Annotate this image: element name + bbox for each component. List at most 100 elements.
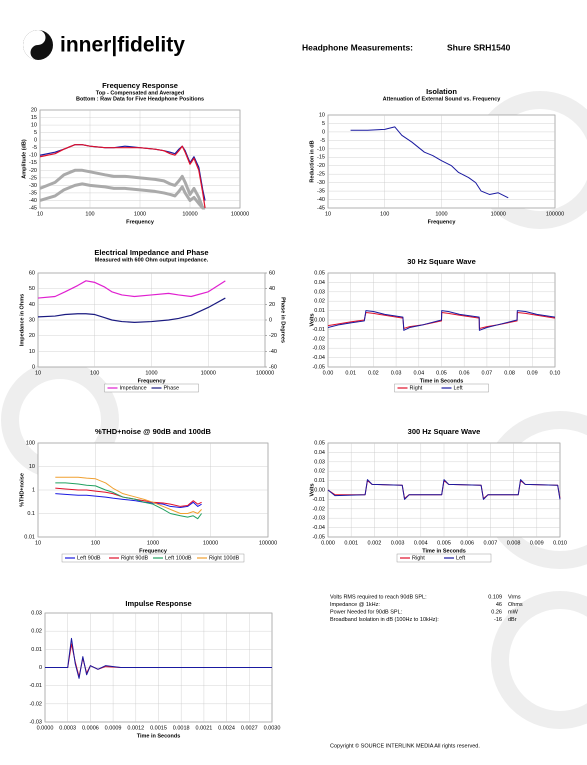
series-line [55, 476, 202, 514]
legend-label: Left 100dB [165, 555, 192, 561]
x-tick-label: 0.0018 [173, 725, 190, 731]
y-tick-label: -0.04 [312, 355, 325, 361]
x-tick-label: 0.07 [482, 370, 493, 376]
y-tick-label: -15 [317, 155, 325, 161]
model: Shure SRH1540 [447, 42, 511, 52]
legend-label: Impedance [120, 385, 147, 391]
logo-icon [23, 30, 53, 60]
x-tick-label: 0.005 [437, 540, 451, 546]
x-tick-label: 0.0003 [59, 725, 76, 731]
x-tick-label: 0.006 [460, 540, 474, 546]
x-axis-label: Frequency [428, 219, 457, 225]
x-tick-label: 0.0030 [264, 725, 281, 731]
chart-title: 30 Hz Square Wave [407, 257, 476, 266]
x-axis-label: Time in Seconds [420, 378, 464, 384]
chart-title: Electrical Impedance and Phase [94, 248, 208, 257]
series-line [39, 182, 206, 210]
spec-value: 46 [496, 602, 502, 608]
x-tick-label: 100 [90, 370, 99, 376]
x-tick-label: 1000 [435, 211, 447, 217]
chart-title: %THD+noise @ 90dB and 100dB [95, 427, 211, 436]
logo: inner|fidelity [60, 34, 185, 57]
chart-title: 300 Hz Square Wave [408, 427, 481, 436]
x-tick-label: 1000 [147, 540, 159, 546]
x-tick-label: 100 [85, 211, 94, 217]
x-tick-label: 100000 [259, 540, 277, 546]
spec-value: 0.26 [491, 609, 502, 615]
x-tick-label: 0.09 [527, 370, 538, 376]
y-tick-label: 0 [32, 364, 35, 370]
y-tick-label: 0.04 [314, 280, 325, 286]
x-tick-label: 0.01 [345, 370, 356, 376]
x-tick-label: 0.001 [344, 540, 358, 546]
y-tick-label: 60 [29, 270, 35, 276]
y-tick-label: 0 [34, 138, 37, 144]
y-tick-label: -0.01 [29, 683, 42, 689]
x-tick-label: 0.06 [459, 370, 470, 376]
y-tick-label: 1 [32, 487, 35, 493]
y2-tick-label: 40 [269, 286, 275, 292]
spec-label: Power Needed for 90dB SPL: [330, 609, 403, 615]
chart-title: Impulse Response [125, 599, 191, 608]
y-tick-label: 0.00 [314, 487, 325, 493]
y-tick-label: 0 [39, 665, 42, 671]
y-tick-label: -0.03 [312, 346, 325, 352]
x-tick-label: 100000 [546, 211, 564, 217]
y2-axis-label: Phase in Degrees [280, 297, 286, 343]
y-tick-label: 10 [29, 349, 35, 355]
y-tick-label: -40 [317, 197, 325, 203]
x-tick-label: 0.05 [436, 370, 447, 376]
y-axis-label: %THD+noise [19, 473, 25, 507]
y-tick-label: -45 [317, 205, 325, 211]
series-line [45, 637, 272, 679]
legend-label: Right [410, 385, 423, 391]
y-tick-label: 0.02 [31, 629, 42, 635]
series-line [39, 168, 206, 210]
y2-tick-label: -40 [269, 349, 277, 355]
chart-subtitle: Attenuation of External Sound vs. Freque… [383, 96, 502, 102]
x-tick-label: 10 [35, 540, 41, 546]
x-tick-label: 0.007 [484, 540, 498, 546]
x-tick-label: 0.10 [550, 370, 561, 376]
legend-label: Right 90dB [121, 555, 149, 561]
y-tick-label: 0.03 [314, 289, 325, 295]
y-tick-label: -10 [317, 146, 325, 152]
x-axis-label: Frequency [126, 219, 155, 225]
x-tick-label: 10000 [203, 540, 218, 546]
y2-tick-label: -20 [269, 333, 277, 339]
y-tick-label: -0.02 [29, 701, 42, 707]
x-tick-label: 0.08 [504, 370, 515, 376]
spec-unit: dBr [508, 617, 517, 623]
y-tick-label: -5 [320, 138, 325, 144]
y-tick-label: -0.03 [29, 719, 42, 725]
y2-tick-label: -60 [269, 364, 277, 370]
y2-tick-label: 60 [269, 270, 275, 276]
x-tick-label: 1000 [134, 211, 146, 217]
y-tick-label: 5 [34, 130, 37, 136]
y-tick-label: 0.02 [314, 469, 325, 475]
chart-subtitle: Bottom : Raw Data for Five Headphone Pos… [76, 96, 204, 102]
x-tick-label: 0.02 [368, 370, 379, 376]
y-tick-label: -10 [29, 153, 37, 159]
series-line [327, 479, 561, 500]
x-tick-label: 10 [325, 211, 331, 217]
y-tick-label: 0.03 [314, 459, 325, 465]
y-tick-label: -30 [317, 180, 325, 186]
x-tick-label: 0.003 [391, 540, 405, 546]
legend-label: Left [456, 555, 466, 561]
y-tick-label: 0.01 [314, 308, 325, 314]
y-tick-label: 30 [29, 317, 35, 323]
x-tick-label: 0.0006 [82, 725, 99, 731]
legend-label: Left 90dB [77, 555, 101, 561]
y-tick-label: 0.00 [314, 317, 325, 323]
y-tick-label: 40 [29, 302, 35, 308]
series-line [37, 297, 226, 323]
y-tick-label: 20 [29, 333, 35, 339]
x-tick-label: 10 [37, 211, 43, 217]
spec-value: 0.109 [488, 594, 502, 600]
y-tick-label: 10 [29, 464, 35, 470]
chart-subtitle: Top - Compensated and Averaged [96, 90, 184, 96]
spec-label: Volts RMS required to reach 90dB SPL: [330, 594, 427, 600]
x-tick-label: 10000 [201, 370, 216, 376]
